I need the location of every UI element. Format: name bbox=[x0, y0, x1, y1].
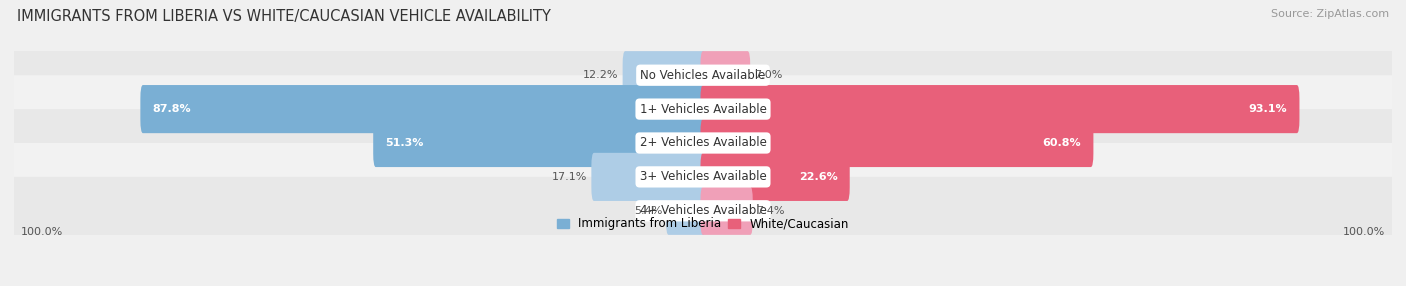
FancyBboxPatch shape bbox=[700, 85, 1299, 133]
FancyBboxPatch shape bbox=[11, 41, 1395, 109]
FancyBboxPatch shape bbox=[11, 109, 1395, 177]
FancyBboxPatch shape bbox=[11, 177, 1395, 245]
FancyBboxPatch shape bbox=[141, 85, 706, 133]
FancyBboxPatch shape bbox=[11, 143, 1395, 211]
FancyBboxPatch shape bbox=[700, 153, 849, 201]
Text: 2+ Vehicles Available: 2+ Vehicles Available bbox=[640, 136, 766, 150]
FancyBboxPatch shape bbox=[373, 119, 706, 167]
Text: 60.8%: 60.8% bbox=[1043, 138, 1081, 148]
Text: 87.8%: 87.8% bbox=[152, 104, 191, 114]
Text: 17.1%: 17.1% bbox=[553, 172, 588, 182]
Text: 7.4%: 7.4% bbox=[756, 206, 785, 216]
FancyBboxPatch shape bbox=[11, 75, 1395, 143]
FancyBboxPatch shape bbox=[700, 187, 752, 235]
FancyBboxPatch shape bbox=[700, 51, 751, 99]
Text: 100.0%: 100.0% bbox=[1343, 227, 1385, 237]
Text: 5.4%: 5.4% bbox=[634, 206, 662, 216]
FancyBboxPatch shape bbox=[666, 187, 706, 235]
Legend: Immigrants from Liberia, White/Caucasian: Immigrants from Liberia, White/Caucasian bbox=[557, 217, 849, 231]
Text: 3+ Vehicles Available: 3+ Vehicles Available bbox=[640, 170, 766, 183]
Text: 4+ Vehicles Available: 4+ Vehicles Available bbox=[640, 204, 766, 217]
Text: 12.2%: 12.2% bbox=[583, 70, 619, 80]
Text: 93.1%: 93.1% bbox=[1249, 104, 1288, 114]
FancyBboxPatch shape bbox=[623, 51, 706, 99]
Text: Source: ZipAtlas.com: Source: ZipAtlas.com bbox=[1271, 9, 1389, 19]
FancyBboxPatch shape bbox=[700, 119, 1094, 167]
Text: IMMIGRANTS FROM LIBERIA VS WHITE/CAUCASIAN VEHICLE AVAILABILITY: IMMIGRANTS FROM LIBERIA VS WHITE/CAUCASI… bbox=[17, 9, 551, 23]
Text: 22.6%: 22.6% bbox=[799, 172, 838, 182]
Text: 1+ Vehicles Available: 1+ Vehicles Available bbox=[640, 103, 766, 116]
Text: 51.3%: 51.3% bbox=[385, 138, 423, 148]
Text: 100.0%: 100.0% bbox=[21, 227, 63, 237]
Text: No Vehicles Available: No Vehicles Available bbox=[640, 69, 766, 82]
FancyBboxPatch shape bbox=[592, 153, 706, 201]
Text: 7.0%: 7.0% bbox=[754, 70, 782, 80]
